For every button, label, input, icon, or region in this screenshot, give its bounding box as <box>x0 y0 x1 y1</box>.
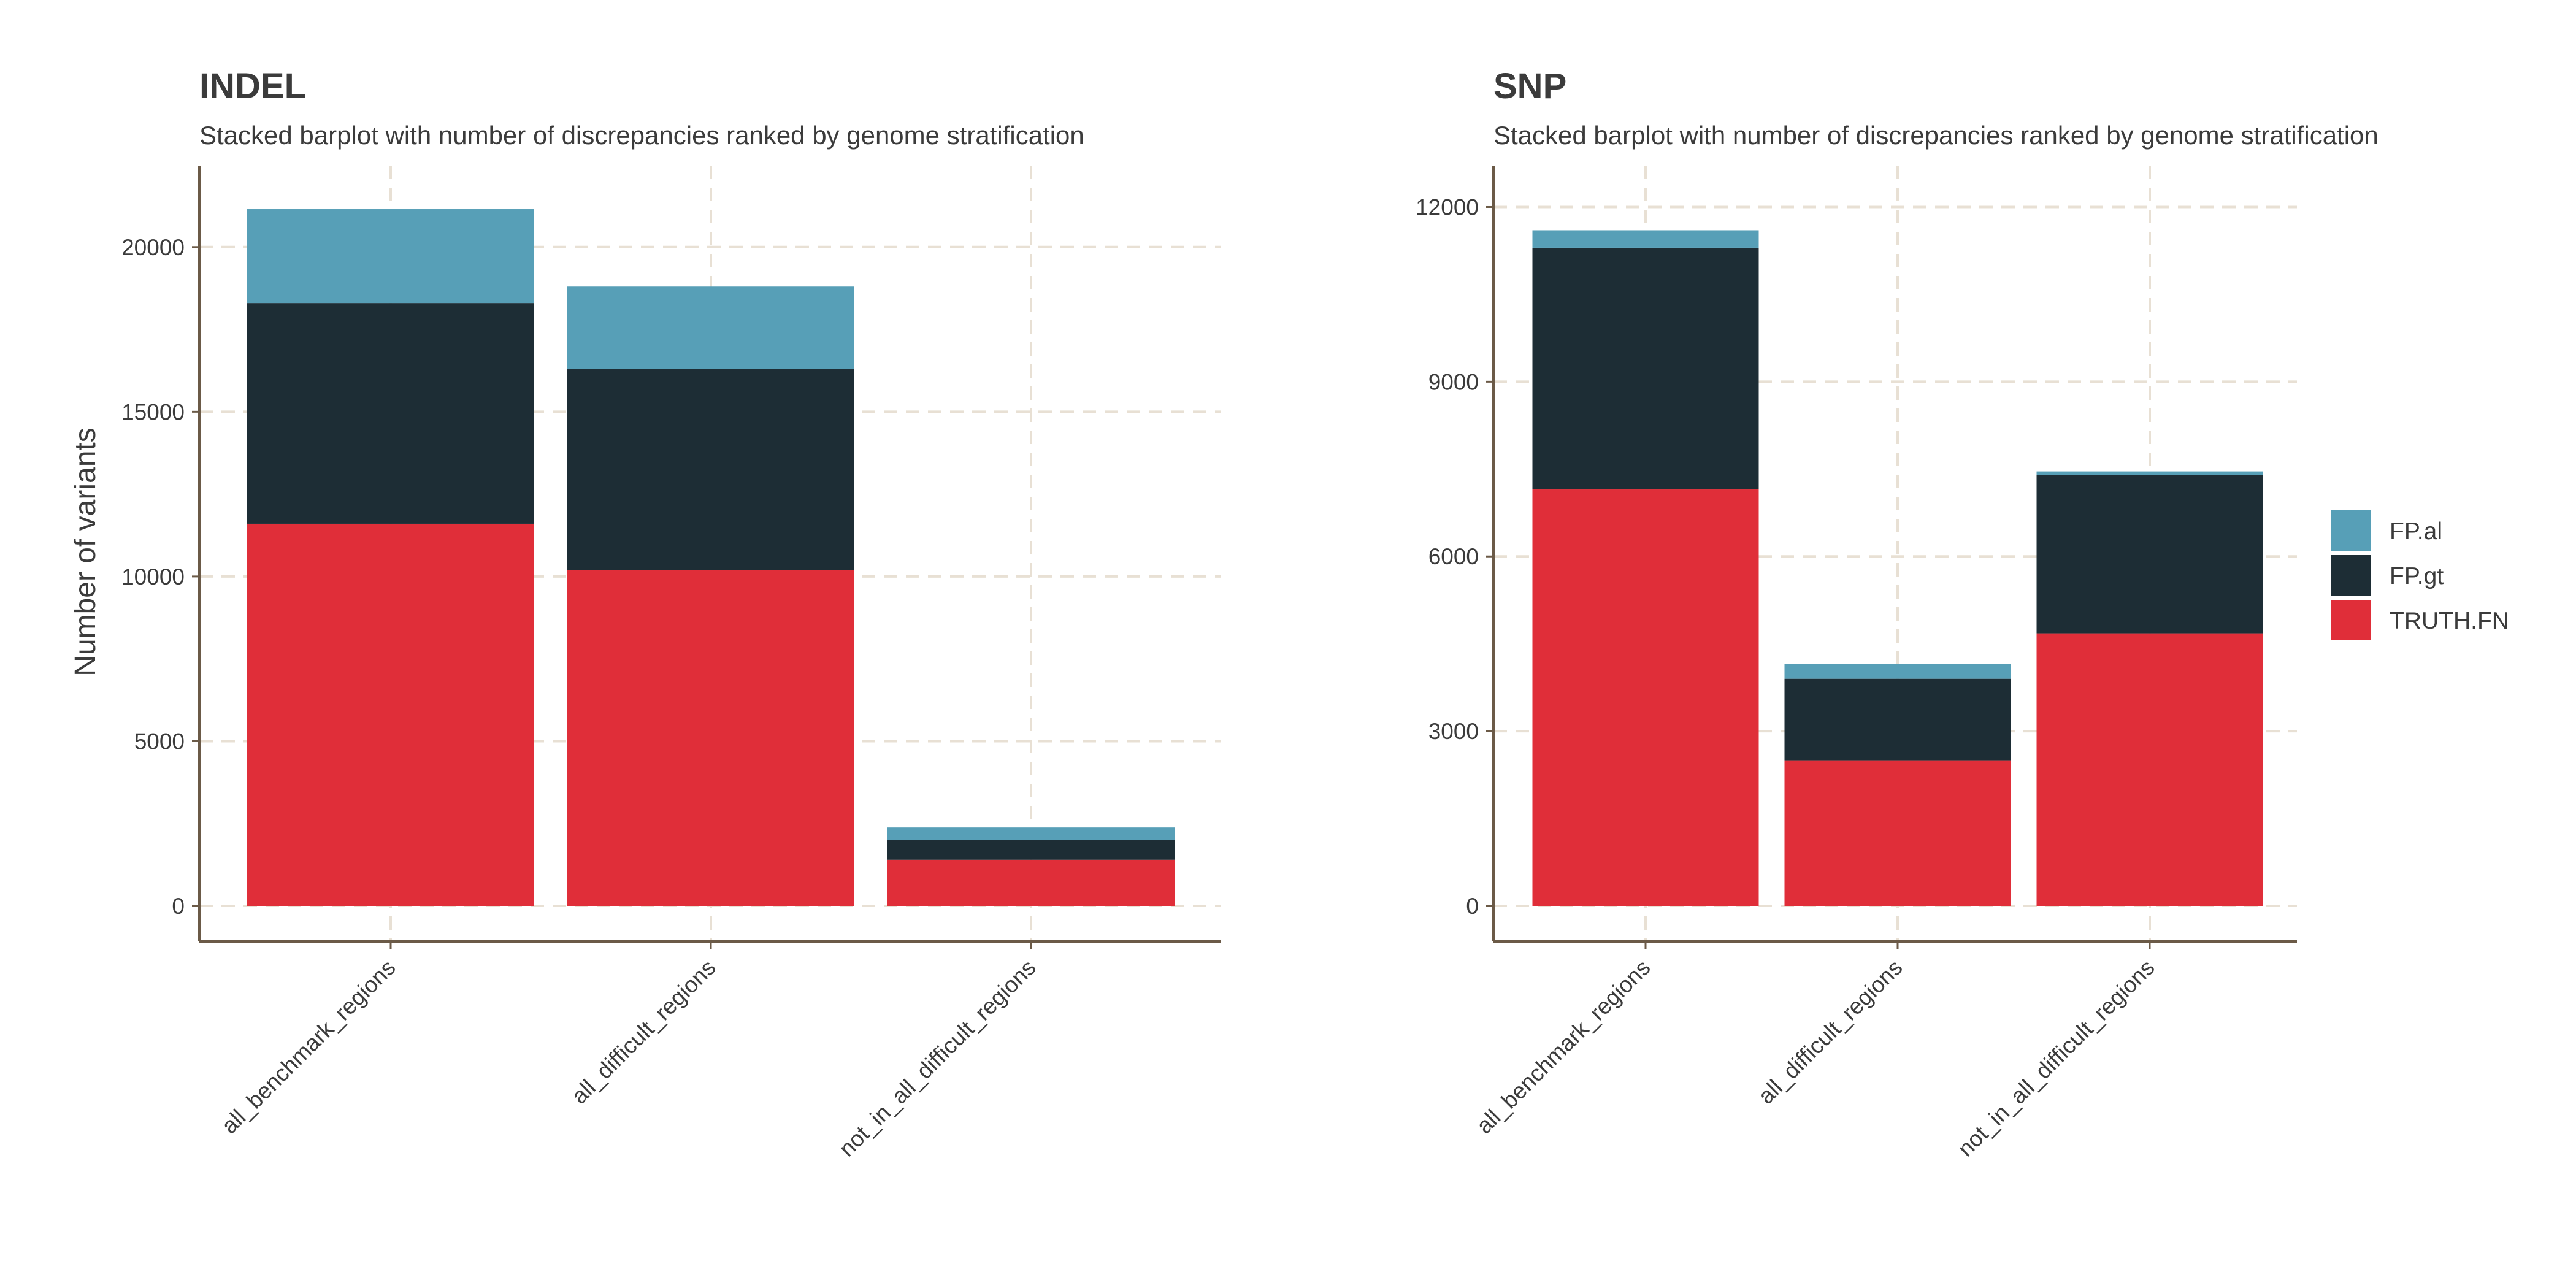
legend-swatch-truth-fn <box>2331 600 2371 640</box>
indel-bar-all-difficult-regions-fp-al <box>567 286 854 369</box>
indel-y-tick-label: 5000 <box>134 729 185 754</box>
indel-bar-not-in-all-difficult-regions-fp-al <box>887 827 1175 840</box>
snp-y-tick-label: 6000 <box>1428 544 1479 569</box>
indel-subtitle: Stacked barplot with number of discrepan… <box>199 121 1084 150</box>
indel-title: INDEL <box>199 66 306 106</box>
legend-item-truth-fn: TRUTH.FN <box>2331 600 2509 640</box>
legend-swatch-fp-al <box>2331 510 2371 551</box>
snp-bar-all-difficult-regions-fp-al <box>1784 664 2011 679</box>
snp-bars <box>1532 230 2263 906</box>
legend-label-truth-fn: TRUTH.FN <box>2390 608 2509 634</box>
snp-axes <box>1492 166 2297 943</box>
indel-y-tick-label: 15000 <box>121 399 185 424</box>
indel-bar-all-benchmark-regions-fp-al <box>247 209 534 304</box>
indel-bar-all-benchmark-regions-truth-fn <box>247 523 534 906</box>
indel-bar-not-in-all-difficult-regions-fp-gt <box>887 840 1175 860</box>
snp-y-tick-label: 9000 <box>1428 369 1479 394</box>
indel-y-axis-title: Number of variants <box>69 427 102 677</box>
snp-title: SNP <box>1493 66 1566 106</box>
indel-bar-not-in-all-difficult-regions-truth-fn <box>887 859 1175 906</box>
indel-bars <box>247 209 1175 906</box>
snp-y-ticks: 0 3000 6000 9000 12000 <box>1416 194 1493 919</box>
indel-y-tick-label: 20000 <box>121 235 185 260</box>
legend-label-fp-gt: FP.gt <box>2390 563 2444 589</box>
snp-y-tick-label: 12000 <box>1416 194 1479 220</box>
indel-bar-all-difficult-regions-fp-gt <box>567 369 854 570</box>
snp-bar-not-in-all-difficult-regions-fp-al <box>2036 471 2263 475</box>
indel-y-tick-label: 0 <box>172 894 185 919</box>
snp-bar-not-in-all-difficult-regions-fp-gt <box>2036 475 2263 634</box>
legend-item-fp-gt: FP.gt <box>2331 555 2444 596</box>
legend: FP.al FP.gt TRUTH.FN <box>2331 510 2509 640</box>
snp-y-tick-label: 3000 <box>1428 719 1479 744</box>
snp-bar-all-difficult-regions-truth-fn <box>1784 760 2011 906</box>
snp-bar-all-benchmark-regions-fp-al <box>1532 230 1759 248</box>
indel-bar-all-difficult-regions-truth-fn <box>567 570 854 906</box>
legend-label-fp-al: FP.al <box>2390 518 2442 545</box>
legend-item-fp-al: FP.al <box>2331 510 2442 551</box>
snp-bar-not-in-all-difficult-regions-truth-fn <box>2036 633 2263 906</box>
indel-y-tick-label: 10000 <box>121 564 185 589</box>
legend-swatch-fp-gt <box>2331 555 2371 596</box>
snp-y-tick-label: 0 <box>1466 894 1479 919</box>
snp-bar-all-difficult-regions-fp-gt <box>1784 678 2011 761</box>
snp-bar-all-benchmark-regions-truth-fn <box>1532 489 1759 906</box>
snp-subtitle: Stacked barplot with number of discrepan… <box>1493 121 2379 150</box>
indel-bar-all-benchmark-regions-fp-gt <box>247 303 534 524</box>
indel-y-ticks: 0 5000 10000 15000 20000 <box>121 235 199 919</box>
snp-bar-all-benchmark-regions-fp-gt <box>1532 247 1759 490</box>
